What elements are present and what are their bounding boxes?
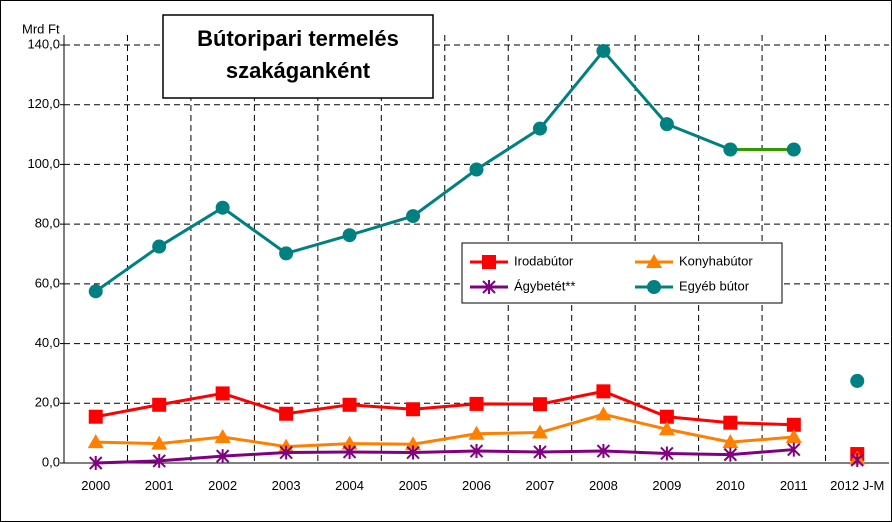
y-tick-label: 0,0	[42, 454, 60, 469]
chart-title: Bútoripari termelés	[197, 26, 399, 51]
legend: Irodabútor Konyhabútor Ágybetét** Egyéb bút…	[461, 242, 783, 304]
marker	[406, 445, 420, 460]
marker	[469, 444, 484, 459]
x-tick-label: 2002	[208, 478, 238, 493]
marker	[215, 200, 230, 215]
marker	[533, 444, 547, 459]
marker	[786, 417, 801, 432]
legend-label: Konyhabútor	[679, 253, 753, 268]
x-tick-label: 2000	[81, 478, 111, 493]
marker	[279, 246, 294, 261]
marker	[596, 43, 611, 58]
y-tick-label: 80,0	[35, 216, 60, 231]
x-tick-label: 2005	[398, 478, 428, 493]
y-tick-label: 120,0	[27, 96, 60, 111]
series-line	[94, 48, 794, 293]
marker	[88, 409, 103, 424]
y-axis-label: Mrd Ft	[22, 21, 60, 36]
x-tick-label: 2001	[144, 478, 174, 493]
marker	[341, 435, 358, 450]
marker	[151, 435, 168, 450]
x-tick-label: 2012 J-M	[830, 478, 885, 493]
marker	[152, 453, 166, 468]
marker	[723, 142, 738, 157]
legend-label: Irodabútor	[514, 253, 574, 268]
marker	[722, 434, 739, 449]
marker	[152, 239, 167, 254]
x-tick-label: 2008	[588, 478, 618, 493]
marker	[342, 397, 357, 412]
marker	[152, 397, 167, 412]
marker	[215, 449, 230, 464]
series-line	[95, 412, 794, 449]
marker	[723, 415, 738, 430]
marker	[532, 121, 547, 136]
marker	[596, 444, 611, 459]
y-tick-label: 140,0	[27, 36, 60, 51]
marker	[658, 421, 675, 436]
marker	[214, 429, 231, 444]
marker	[88, 284, 103, 299]
marker	[279, 445, 293, 460]
x-tick-label: 2007	[525, 478, 555, 493]
marker	[469, 162, 484, 177]
y-tick-label: 20,0	[35, 395, 60, 410]
series-line	[95, 448, 794, 465]
marker	[87, 434, 104, 449]
marker	[279, 406, 294, 421]
x-tick-label: 2011	[779, 478, 808, 493]
marker	[850, 453, 864, 468]
marker	[787, 442, 801, 457]
marker	[596, 384, 611, 399]
marker	[342, 228, 357, 243]
marker	[850, 373, 865, 388]
marker	[646, 254, 662, 268]
marker	[215, 386, 230, 401]
legend-label: Egyéb bútor	[679, 278, 750, 293]
marker	[647, 280, 661, 294]
x-tick-label: 2006	[462, 478, 491, 493]
marker	[342, 444, 357, 459]
marker	[659, 409, 674, 424]
series-line	[95, 389, 794, 427]
marker	[531, 424, 548, 439]
legend-label: Ágybetét**	[514, 278, 575, 293]
chart-title: szakáganként	[226, 58, 371, 83]
marker	[482, 255, 496, 269]
marker	[723, 447, 738, 462]
marker	[89, 456, 103, 470]
x-tick-label: 2004	[335, 478, 365, 493]
x-tick-label: 2003	[271, 478, 301, 493]
y-tick-label: 60,0	[35, 275, 60, 290]
marker	[660, 446, 674, 461]
marker	[785, 429, 802, 444]
title-box	[162, 14, 434, 99]
marker	[469, 396, 484, 411]
y-tick-label: 40,0	[35, 335, 60, 350]
marker	[406, 402, 421, 417]
marker	[405, 436, 422, 451]
legend-box	[461, 242, 783, 304]
marker	[659, 117, 674, 132]
marker	[595, 406, 612, 421]
x-tick-label: 2009	[652, 478, 682, 493]
x-tick-label: 2010	[715, 478, 745, 493]
y-tick-label: 100,0	[27, 156, 60, 171]
marker	[468, 425, 485, 440]
marker	[532, 397, 547, 412]
marker	[786, 142, 801, 157]
marker	[482, 280, 496, 294]
marker	[406, 209, 421, 224]
